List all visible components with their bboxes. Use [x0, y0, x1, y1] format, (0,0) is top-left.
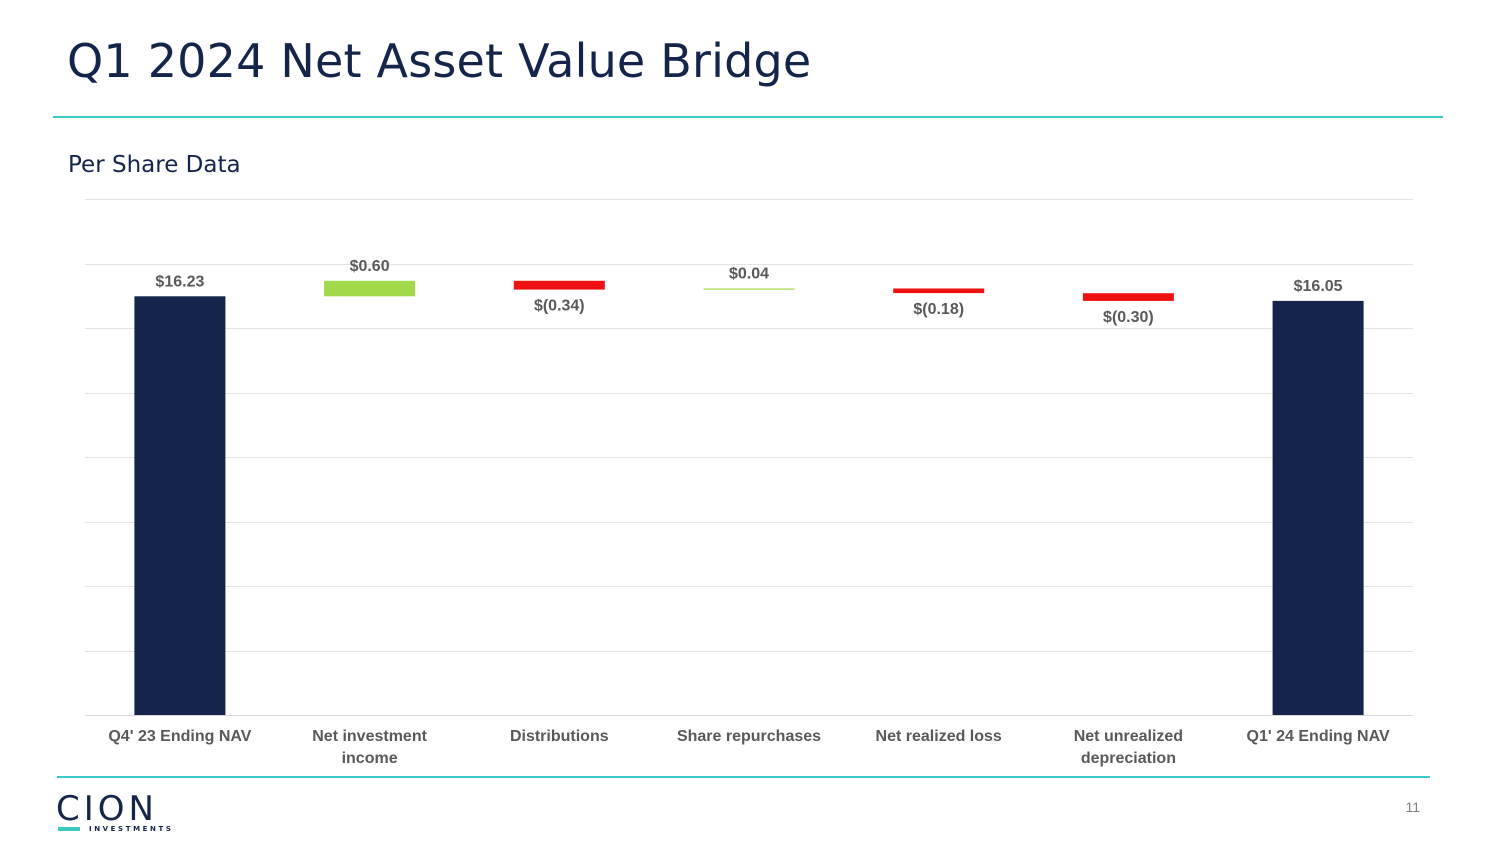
bar-1	[324, 280, 416, 297]
title-divider	[53, 116, 1443, 118]
data-label-0: $16.23	[155, 273, 204, 290]
logo-tagline: INVESTMENTS	[89, 825, 174, 833]
bar-5	[1082, 293, 1174, 301]
category-label-0: Q4' 23 Ending NAV	[108, 728, 251, 745]
logo-accent-bar	[58, 827, 80, 831]
category-label-2: Distributions	[510, 728, 609, 745]
bar-4	[893, 288, 985, 294]
chart-subtitle: Per Share Data	[68, 152, 241, 178]
category-label-1: Net investment income	[312, 728, 427, 767]
bar-0	[134, 296, 226, 715]
data-label-3: $0.04	[729, 266, 769, 283]
category-label-3: Share repurchases	[677, 728, 821, 745]
category-label-5: Net unrealized depreciation	[1074, 728, 1183, 767]
page-number: 11	[1405, 799, 1420, 815]
data-label-1: $0.60	[350, 258, 390, 275]
logo-wordmark: CION	[56, 789, 158, 829]
data-label-5: $(0.30)	[1103, 309, 1154, 326]
chart-bars	[134, 280, 1364, 715]
chart-gridlines	[85, 199, 1413, 716]
data-label-4: $(0.18)	[913, 301, 964, 318]
data-label-2: $(0.34)	[534, 298, 585, 315]
bar-2	[513, 280, 605, 290]
category-label-4: Net realized loss	[876, 728, 1002, 745]
category-label-6: Q1' 24 Ending NAV	[1247, 728, 1390, 745]
footer-divider	[57, 776, 1430, 778]
cion-logo: CION INVESTMENTS	[56, 789, 171, 836]
chart-data-labels: $16.23 $0.60 $(0.34) $0.04 $(0.18) $(0.30) $16…	[155, 258, 1342, 326]
bar-3	[703, 288, 795, 290]
chart-category-labels: Q4' 23 Ending NAV Net investment income Dis…	[108, 728, 1390, 767]
slide-title: Q1 2024 Net Asset Value Bridge	[67, 34, 812, 88]
bar-6	[1272, 300, 1364, 715]
data-label-6: $16.05	[1294, 278, 1343, 295]
